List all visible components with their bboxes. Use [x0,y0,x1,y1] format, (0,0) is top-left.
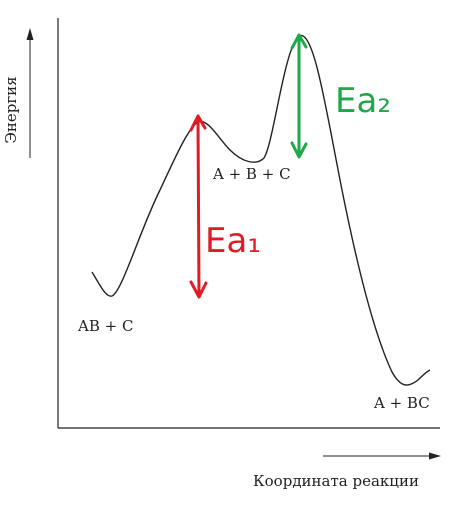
reactants-label: AB + C [77,317,133,335]
y-axis-label: Энергия [2,76,20,143]
x-direction-arrow [323,452,441,460]
y-direction-arrow [26,28,34,158]
second-activation-arrow [290,33,308,159]
x-axis-label: Координата реакции [253,472,419,490]
second-activation-label: Ea₂ [335,81,391,121]
first-activation-label: Ea₁ [205,221,261,261]
products-label: A + BC [373,394,430,412]
first-activation-arrow [189,114,208,299]
energy-curve [91,34,431,386]
intermediate-label: A + B + C [212,165,291,183]
